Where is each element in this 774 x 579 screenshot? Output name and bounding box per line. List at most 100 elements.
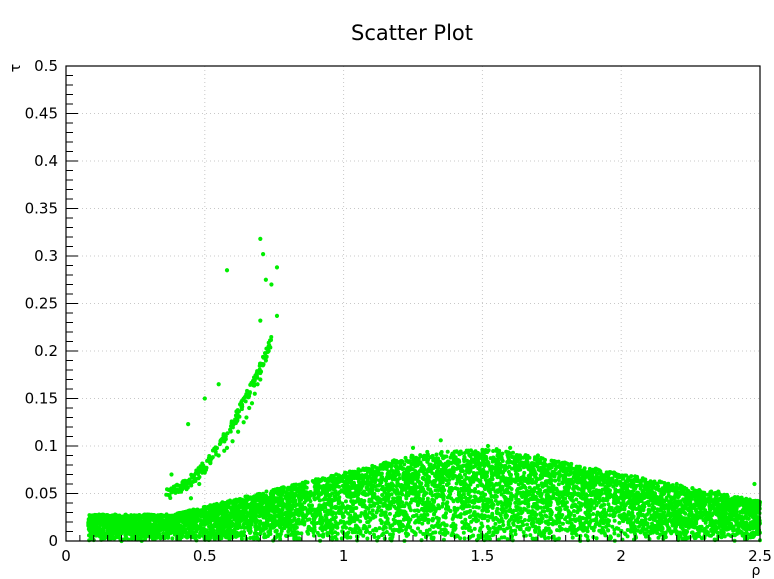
data-point [523, 501, 528, 506]
data-point [578, 533, 583, 538]
data-point [236, 429, 241, 434]
data-point [560, 521, 565, 526]
data-point [504, 512, 509, 517]
data-point [366, 506, 371, 511]
data-point [565, 528, 570, 533]
data-point [345, 534, 350, 539]
data-point [713, 496, 718, 501]
data-point [485, 497, 490, 502]
data-point [438, 438, 443, 443]
data-point [543, 513, 548, 518]
data-point [596, 500, 601, 505]
data-point [602, 513, 607, 518]
data-point [274, 313, 280, 318]
data-point [612, 518, 617, 523]
data-point [612, 531, 617, 536]
data-point [476, 505, 481, 510]
data-point [434, 495, 439, 500]
data-point [356, 479, 361, 484]
data-point [454, 449, 459, 454]
data-point [445, 449, 450, 454]
data-point [703, 501, 708, 506]
data-point [350, 530, 355, 535]
data-point [535, 453, 541, 458]
data-point [475, 483, 480, 488]
data-point [752, 481, 757, 487]
data-point [305, 480, 310, 485]
data-point [500, 485, 505, 490]
data-point [515, 475, 520, 480]
data-point [304, 485, 309, 490]
data-point [460, 488, 465, 493]
data-point [439, 449, 444, 454]
data-point [628, 529, 633, 534]
data-point [454, 481, 459, 486]
data-point [389, 492, 394, 497]
data-point [460, 525, 465, 530]
data-point [677, 530, 682, 535]
data-point [699, 524, 704, 529]
data-point [635, 501, 640, 506]
data-point [497, 519, 502, 524]
data-point [473, 486, 478, 491]
data-point [293, 525, 298, 530]
data-point [384, 529, 389, 534]
data-point [490, 511, 495, 516]
data-point [485, 443, 491, 449]
data-point [299, 531, 304, 536]
data-point [501, 523, 506, 528]
data-point [453, 486, 458, 491]
data-point [608, 536, 613, 541]
data-point [428, 462, 433, 467]
data-point [254, 524, 259, 529]
data-point [529, 461, 534, 466]
data-point [197, 534, 202, 539]
data-point [619, 528, 624, 533]
data-point [546, 535, 551, 540]
data-point [288, 506, 293, 511]
data-point [495, 530, 500, 535]
data-point [467, 536, 472, 541]
data-point [417, 489, 422, 494]
data-point [523, 498, 528, 503]
data-point [466, 450, 471, 455]
data-point [308, 510, 313, 515]
data-point [500, 470, 505, 475]
data-point [420, 521, 425, 526]
data-point [433, 460, 438, 465]
data-point [360, 504, 365, 509]
data-point [526, 497, 531, 502]
data-point [416, 509, 421, 514]
data-point [381, 465, 386, 470]
data-point [599, 518, 604, 523]
data-point [594, 536, 599, 541]
data-point [260, 252, 266, 257]
data-point [665, 512, 670, 517]
data-point [516, 501, 521, 506]
data-point [389, 536, 394, 541]
data-point [224, 445, 230, 450]
data-point [498, 500, 503, 505]
data-point [263, 277, 268, 282]
data-point [269, 282, 274, 287]
data-point [505, 537, 510, 542]
data-point [258, 236, 263, 241]
data-point [571, 466, 576, 471]
data-point [505, 526, 510, 531]
data-point [578, 501, 583, 506]
data-point [571, 474, 576, 479]
data-point [499, 457, 504, 462]
data-point [425, 483, 430, 488]
data-point [708, 490, 713, 495]
data-point [392, 514, 397, 519]
data-point [354, 534, 359, 539]
data-point [543, 519, 548, 524]
data-point [439, 467, 444, 472]
data-point [202, 396, 207, 401]
data-point [463, 517, 468, 522]
data-point [554, 497, 559, 502]
data-point [601, 496, 606, 501]
data-point [570, 535, 575, 540]
data-point [473, 495, 478, 500]
